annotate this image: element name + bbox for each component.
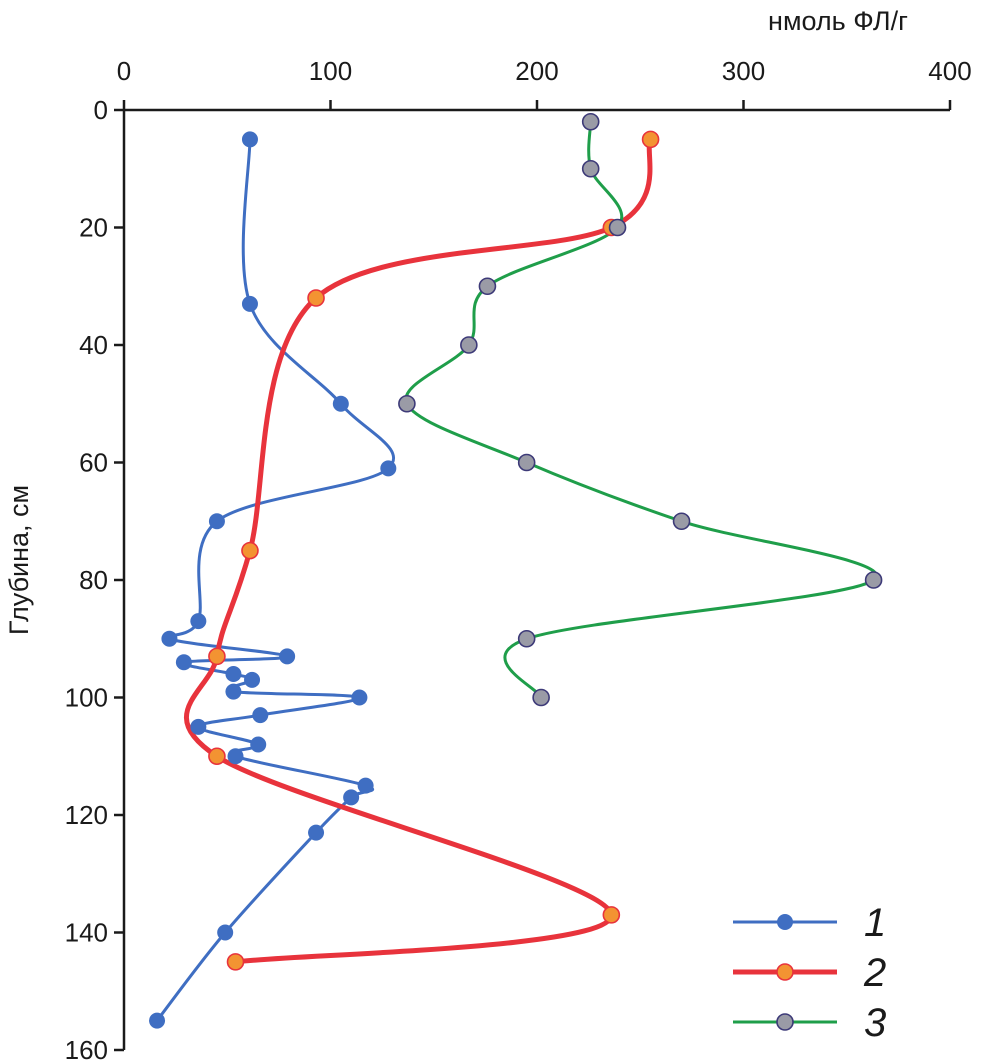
series-1-point	[357, 777, 374, 794]
y-tick-label: 60	[79, 448, 108, 478]
series-2-point	[307, 289, 325, 307]
series-1-point	[225, 666, 242, 682]
series-3-point	[517, 629, 536, 648]
x-tick-label: 0	[117, 56, 131, 86]
series-1-point	[190, 718, 207, 735]
legend-label-1: 1	[864, 901, 886, 945]
y-tick-label: 80	[79, 565, 108, 595]
series-lines	[155, 120, 878, 1023]
series-1-point	[208, 513, 225, 530]
series-1-point	[252, 707, 269, 724]
legend-marker-2	[776, 963, 794, 981]
series-1-point	[175, 654, 192, 671]
y-tick-label: 100	[65, 683, 108, 713]
x-tick-label: 200	[515, 56, 558, 86]
series-1-point	[279, 648, 296, 665]
series-1-point	[190, 613, 207, 630]
series-1-point	[161, 630, 178, 647]
series-1-point	[149, 1012, 166, 1029]
series-3-point	[532, 688, 550, 707]
series-3-point	[672, 512, 691, 531]
series-3-point	[864, 571, 883, 589]
series-3-line	[404, 120, 878, 699]
series-1-point	[250, 736, 267, 753]
x-tick-label: 100	[309, 56, 352, 86]
x-tick-label: 400	[928, 56, 971, 86]
series-1-point	[241, 295, 258, 312]
y-tick-label: 140	[65, 918, 108, 948]
series-1-point	[217, 924, 234, 941]
series-2-point	[226, 953, 245, 971]
series-1-point	[351, 689, 368, 706]
y-tick-label: 160	[65, 1035, 108, 1064]
y-tick-label: 120	[65, 800, 108, 830]
y-tick-label: 20	[79, 213, 108, 243]
series-3-point	[478, 277, 497, 296]
series-3-point	[608, 218, 627, 237]
series-1-point	[380, 460, 397, 477]
series-2-point	[602, 906, 621, 924]
series-3-point	[581, 112, 600, 131]
legend-marker-1	[777, 914, 793, 930]
x-tick-label: 300	[722, 56, 765, 86]
y-tick-label: 40	[79, 330, 108, 360]
series-1-point	[244, 671, 261, 688]
series-3-point	[398, 394, 416, 413]
series-3-point	[581, 159, 600, 178]
series-2-point	[208, 747, 226, 766]
legend-marker-3	[776, 1013, 794, 1031]
series-1-point	[343, 789, 360, 806]
series-1-line	[155, 137, 396, 1023]
series-1-point	[225, 683, 242, 700]
axes: 0 100 200 300 400 0 20 40 60 80 100 120 140 160	[65, 56, 972, 1064]
y-tick-label: 0	[94, 95, 108, 125]
series-1-point	[332, 395, 349, 412]
series-2-point	[241, 541, 259, 560]
legend-label-3: 3	[864, 1001, 886, 1045]
series-3-point	[460, 336, 478, 354]
series-2-point	[208, 647, 226, 666]
x-axis-title: нмоль ФЛ/г	[768, 6, 908, 36]
series-1-point	[241, 131, 258, 148]
legend: 1 2 3	[733, 901, 886, 1045]
series-2-point	[641, 130, 660, 149]
series-1-point	[308, 824, 325, 841]
series-markers	[149, 112, 883, 1029]
legend-label-2: 2	[863, 951, 886, 995]
series-1-point	[227, 748, 244, 765]
series-3-point	[517, 453, 536, 472]
y-axis-title: Глубина, см	[4, 485, 34, 635]
